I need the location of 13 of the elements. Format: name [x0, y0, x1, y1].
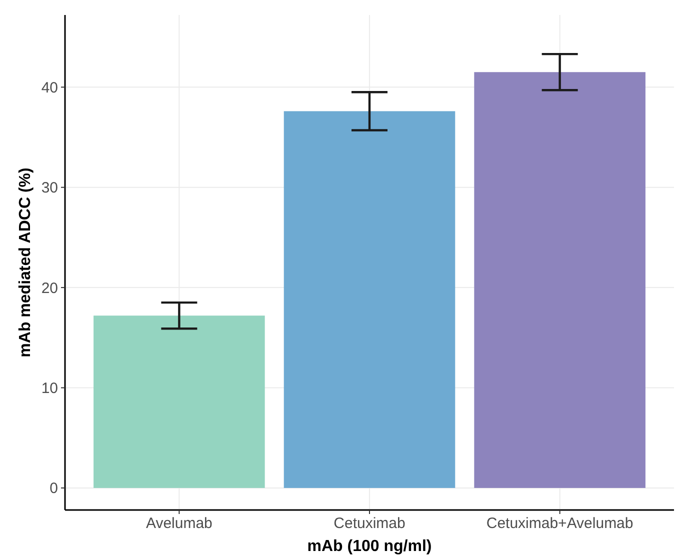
y-tick-label: 0 — [50, 480, 58, 498]
y-tick-label: 10 — [41, 380, 58, 398]
x-axis-title: mAb (100 ng/ml) — [307, 538, 432, 555]
bar — [284, 111, 456, 488]
y-tick-label: 20 — [41, 280, 58, 297]
bar — [94, 316, 265, 488]
x-tick-label: Cetuximab — [334, 515, 406, 532]
y-axis-title: mAb mediated ADCC (%) — [17, 168, 34, 358]
x-tick-label: Avelumab — [146, 515, 212, 532]
y-tick-label: 40 — [41, 79, 58, 96]
x-tick-label: Cetuximab+Avelumab — [486, 515, 634, 532]
y-tick-label: 30 — [41, 180, 58, 197]
bar — [474, 72, 646, 488]
